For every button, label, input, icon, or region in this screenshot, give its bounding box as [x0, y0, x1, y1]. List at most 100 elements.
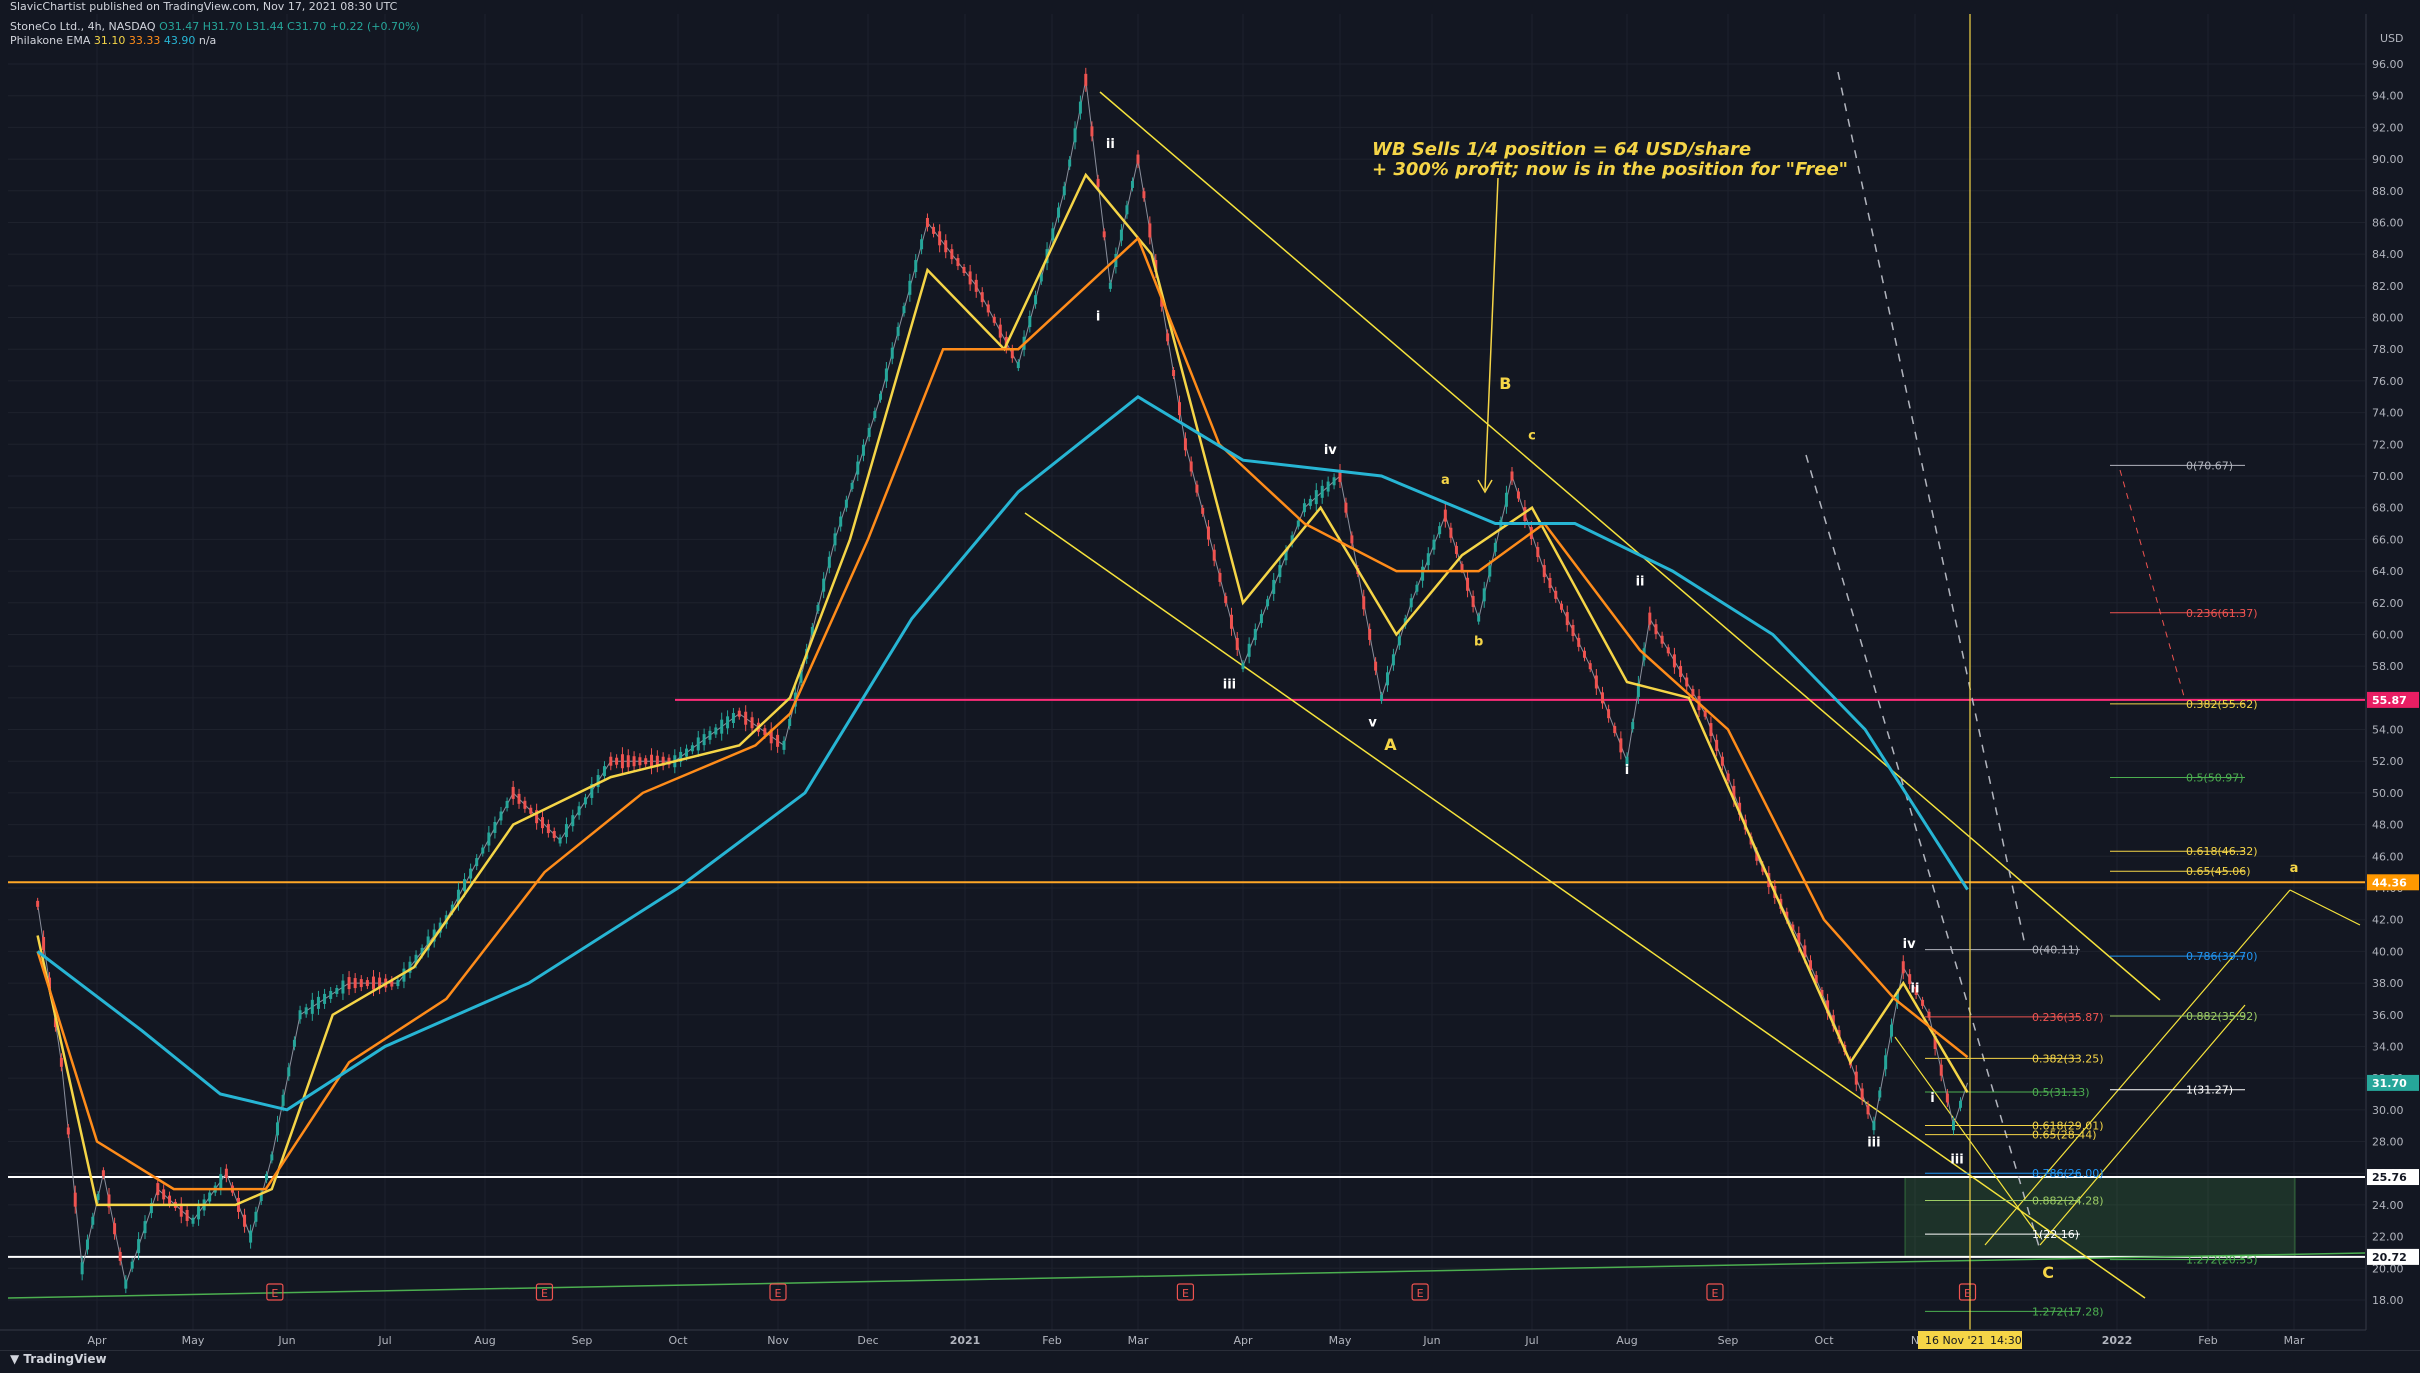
x-tick-label: Mar [2284, 1334, 2305, 1347]
candle-body [316, 996, 320, 1009]
y-tick-label: 34.00 [2372, 1040, 2404, 1053]
candle-body [867, 427, 871, 437]
candle-body [744, 711, 748, 725]
candle-body [1338, 470, 1342, 482]
y-tick-label: 82.00 [2372, 280, 2404, 293]
wave-label: iii [1950, 1153, 1963, 1168]
candle-body [1471, 595, 1475, 607]
candle-body [1397, 636, 1401, 646]
candle-body [968, 271, 972, 285]
price-axis[interactable]: USD 96.00 94.00 92.00 90.00 88.00 86.00 84.00 82… [2365, 0, 2420, 1350]
x-tick-label: Sep [572, 1334, 593, 1347]
candle-body [1039, 274, 1043, 282]
wave-label: iii [1223, 677, 1236, 692]
price-tag [2367, 874, 2419, 891]
price-tag [2367, 691, 2419, 708]
candle-body [137, 1239, 141, 1254]
candle-body [620, 754, 624, 769]
earnings-marker [266, 1283, 284, 1301]
wave-label: a [2290, 861, 2299, 876]
footer-bar [0, 1350, 2420, 1373]
symbol-name: StoneCo Ltd., 4h, NASDAQ [10, 20, 156, 33]
candle-body [91, 1216, 95, 1225]
candle-body [908, 280, 912, 295]
candle-body [390, 979, 394, 987]
candle-body [1542, 565, 1546, 578]
candle-body [884, 368, 888, 382]
candle-body [731, 713, 735, 724]
ema-line [36, 394, 1969, 1112]
fib-level-label: 0.618(29.01) [2032, 1120, 2104, 1133]
tradingview-logo[interactable]: ▼ TradingView [10, 1352, 107, 1366]
candle-body [1148, 223, 1152, 238]
candle-body [1166, 333, 1170, 342]
candle-body [1814, 975, 1818, 984]
y-tick-label: 30.00 [2372, 1104, 2404, 1117]
time-axis[interactable]: Apr May Jun Jul Aug Sep Oct Nov Dec 2021 Feb Mar Apr… [0, 1329, 2366, 1350]
ohlc-change: +0.22 (+0.70%) [329, 20, 420, 33]
x-tick-label: Aug [474, 1334, 495, 1347]
candle-body [1068, 159, 1072, 167]
symbol-legend[interactable]: StoneCo Ltd., 4h, NASDAQ O31.47 H31.70 L… [10, 20, 420, 33]
candle-body [1090, 126, 1094, 137]
candle-body [1241, 663, 1245, 670]
candle-body [714, 727, 718, 735]
candle-body [737, 710, 741, 717]
price-tag-label: 25.76 [2372, 1171, 2407, 1184]
candle-body [1901, 961, 1905, 974]
candle-body [1797, 933, 1801, 946]
candle-body [185, 1209, 189, 1221]
candle-body [249, 1230, 253, 1243]
fib-level-label: 0.65(45.06) [2186, 865, 2251, 878]
ema-slow-value: 43.90 [163, 34, 196, 47]
candle-body [655, 755, 659, 767]
candle-body [1235, 637, 1239, 650]
candle-body [107, 1194, 111, 1208]
y-tick-label: 92.00 [2372, 121, 2404, 134]
y-tick-label: 48.00 [2372, 819, 2404, 832]
tv-logo-text: TradingView [23, 1352, 107, 1366]
fib-level-label: 0.382(33.25) [2032, 1052, 2104, 1065]
candle-body [914, 260, 918, 273]
candle-body [1908, 974, 1912, 985]
candle-body [879, 393, 883, 400]
candle-body [1051, 228, 1055, 241]
candle-body [1272, 579, 1276, 594]
ohlc-high: H31.70 [202, 20, 243, 33]
candle-body [1195, 484, 1199, 493]
y-tick-label: 80.00 [2372, 312, 2404, 325]
candle-body [1108, 282, 1112, 289]
candle-body [1344, 502, 1348, 513]
y-tick-label: 60.00 [2372, 628, 2404, 641]
candle-body [59, 1057, 63, 1067]
y-tick-label: 40.00 [2372, 945, 2404, 958]
candle-body [1119, 229, 1123, 241]
indicator-legend[interactable]: Philakone EMA 31.10 33.33 43.90 n/a [10, 34, 216, 47]
earnings-marker-label: E [1182, 1287, 1189, 1300]
publish-bar [0, 0, 2420, 14]
wave-label: i [1625, 763, 1629, 778]
candle-body [1809, 960, 1813, 971]
y-tick-label: 24.00 [2372, 1199, 2404, 1212]
wave-label: b [1474, 635, 1483, 650]
candle-body [850, 482, 854, 489]
candle-body [191, 1217, 195, 1224]
candle-body [487, 832, 491, 846]
candle-body [856, 461, 860, 475]
candle-body [162, 1189, 166, 1200]
y-tick-label: 18.00 [2372, 1294, 2404, 1307]
candle-body [1666, 647, 1670, 654]
candle-body [275, 1122, 279, 1136]
candle-body [1403, 618, 1407, 626]
candle-body [1266, 599, 1270, 607]
x-tick-label: Feb [2198, 1334, 2217, 1347]
candle-body [1872, 1121, 1876, 1131]
annotation-arrowhead [1477, 479, 1493, 494]
candle-body [1878, 1090, 1882, 1098]
candle-body [243, 1214, 247, 1227]
candle-body [920, 239, 924, 250]
x-tick-label: May [1329, 1334, 1352, 1347]
candle-body [499, 811, 503, 821]
candle-body [1803, 945, 1807, 958]
